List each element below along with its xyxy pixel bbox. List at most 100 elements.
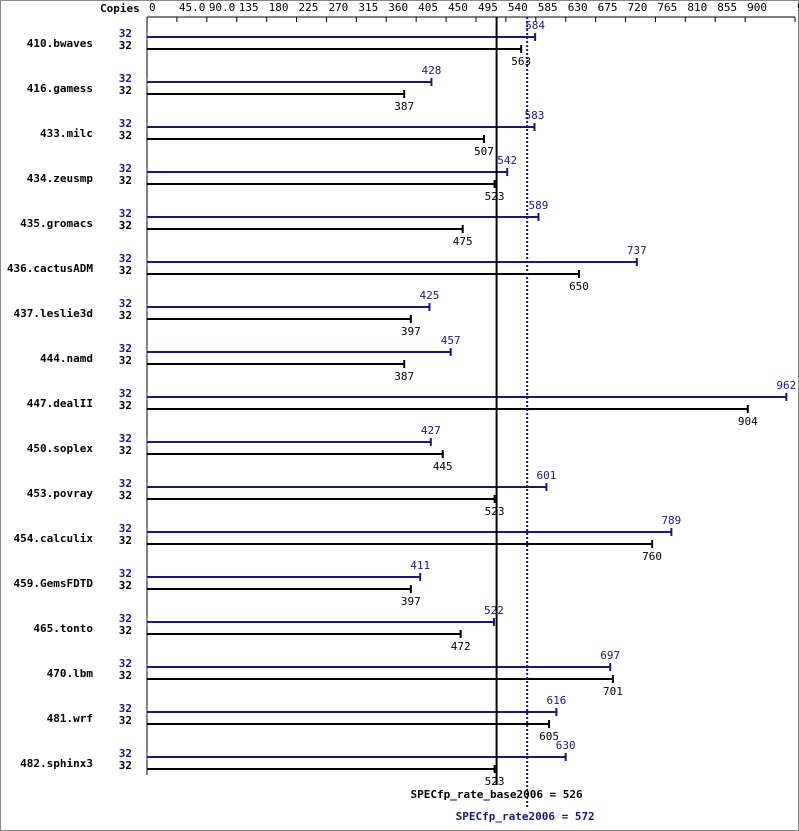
value-label: 605 <box>539 730 559 743</box>
x-tick-label: 45.0 <box>179 1 206 14</box>
x-tick-label: 585 <box>538 1 558 14</box>
copies-label: 32 <box>119 207 132 220</box>
benchmark-label: 454.calculix <box>14 532 94 545</box>
value-label: 387 <box>394 370 414 383</box>
copies-label: 32 <box>119 657 132 670</box>
value-label: 411 <box>410 559 430 572</box>
value-label: 962 <box>776 379 796 392</box>
copies-label: 32 <box>119 432 132 445</box>
x-tick-label: 360 <box>388 1 408 14</box>
x-tick-label: 180 <box>269 1 289 14</box>
copies-label: 32 <box>119 399 132 412</box>
benchmark-label: 436.cactusADM <box>7 262 93 275</box>
value-label: 583 <box>525 109 545 122</box>
copies-label: 32 <box>119 39 132 52</box>
value-label: 523 <box>485 190 505 203</box>
x-tick-label: 90.0 <box>209 1 236 14</box>
value-label: 445 <box>433 460 453 473</box>
copies-label: 32 <box>119 264 132 277</box>
copies-label: 32 <box>119 387 132 400</box>
value-label: 507 <box>474 145 494 158</box>
copies-label: 32 <box>119 477 132 490</box>
benchmark-label: 410.bwaves <box>27 37 93 50</box>
value-label: 397 <box>401 595 421 608</box>
copies-label: 32 <box>119 522 132 535</box>
copies-label: 32 <box>119 624 132 637</box>
x-tick-label: 900 <box>747 1 767 14</box>
x-tick-label: 810 <box>687 1 707 14</box>
copies-label: 32 <box>119 342 132 355</box>
value-label: 563 <box>511 55 531 68</box>
benchmark-label: 444.namd <box>40 352 93 365</box>
x-tick-label: 675 <box>598 1 618 14</box>
copies-label: 32 <box>119 72 132 85</box>
benchmark-label: 447.dealII <box>27 397 93 410</box>
benchmark-label: 470.lbm <box>47 667 94 680</box>
copies-label: 32 <box>119 84 132 97</box>
value-label: 589 <box>529 199 549 212</box>
benchmark-label: 450.soplex <box>27 442 94 455</box>
value-label: 427 <box>421 424 441 437</box>
copies-label: 32 <box>119 297 132 310</box>
copies-label: 32 <box>119 129 132 142</box>
value-label: 760 <box>642 550 662 563</box>
copies-label: 32 <box>119 747 132 760</box>
copies-label: 32 <box>119 117 132 130</box>
copies-label: 32 <box>119 669 132 682</box>
copies-label: 32 <box>119 759 132 772</box>
copies-header: Copies <box>100 2 140 15</box>
value-label: 584 <box>525 19 545 32</box>
x-tick-label: 0 <box>149 1 156 14</box>
benchmark-label: 434.zeusmp <box>27 172 94 185</box>
value-label: 425 <box>420 289 440 302</box>
x-tick-label: 495 <box>478 1 498 14</box>
copies-label: 32 <box>119 534 132 547</box>
copies-label: 32 <box>119 162 132 175</box>
value-label: 428 <box>422 64 442 77</box>
value-label: 475 <box>453 235 473 248</box>
value-label: 542 <box>497 154 517 167</box>
x-tick-label: 315 <box>358 1 378 14</box>
copies-label: 32 <box>119 714 132 727</box>
benchmark-label: 433.milc <box>40 127 93 140</box>
x-tick-label: 135 <box>239 1 259 14</box>
copies-label: 32 <box>119 612 132 625</box>
benchmark-label: 435.gromacs <box>20 217 93 230</box>
x-tick-label: 855 <box>717 1 737 14</box>
value-label: 630 <box>556 739 576 752</box>
x-tick-label: 270 <box>328 1 348 14</box>
peak-score-label: SPECfp_rate2006 = 572 <box>456 810 595 823</box>
x-tick-label: 225 <box>299 1 319 14</box>
x-tick-label: 765 <box>657 1 677 14</box>
copies-label: 32 <box>119 489 132 502</box>
copies-label: 32 <box>119 567 132 580</box>
copies-label: 32 <box>119 702 132 715</box>
benchmark-label: 459.GemsFDTD <box>14 577 94 590</box>
benchmark-label: 437.leslie3d <box>14 307 93 320</box>
base-score-label: SPECfp_rate_base2006 = 526 <box>410 788 583 801</box>
value-label: 397 <box>401 325 421 338</box>
copies-label: 32 <box>119 579 132 592</box>
value-label: 616 <box>546 694 566 707</box>
benchmark-label: 453.povray <box>27 487 94 500</box>
value-label: 650 <box>569 280 589 293</box>
value-label: 523 <box>485 505 505 518</box>
x-tick-label: 540 <box>508 1 528 14</box>
value-label: 522 <box>484 604 504 617</box>
copies-label: 32 <box>119 27 132 40</box>
value-label: 737 <box>627 244 647 257</box>
x-tick-label: 720 <box>628 1 648 14</box>
value-label: 457 <box>441 334 461 347</box>
value-label: 701 <box>603 685 623 698</box>
copies-label: 32 <box>119 354 132 367</box>
value-label: 904 <box>738 415 758 428</box>
value-label: 523 <box>485 775 505 788</box>
benchmark-label: 481.wrf <box>47 712 93 725</box>
benchmark-label: 482.sphinx3 <box>20 757 93 770</box>
value-label: 601 <box>536 469 556 482</box>
x-tick-label: 975 <box>797 1 799 14</box>
benchmark-label: 416.gamess <box>27 82 93 95</box>
copies-label: 32 <box>119 219 132 232</box>
x-tick-label: 630 <box>568 1 588 14</box>
